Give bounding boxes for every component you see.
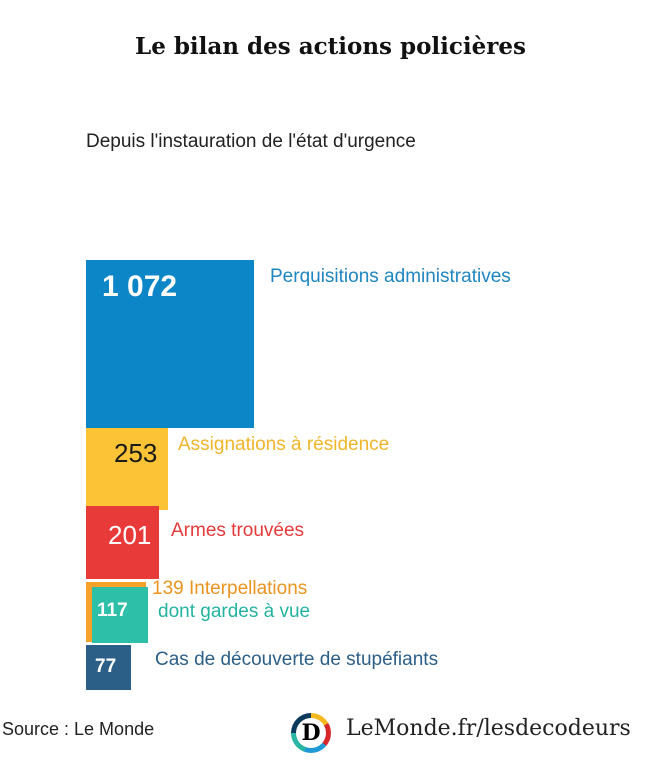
- bar-assignations-a-residence: [86, 428, 168, 510]
- value-label-assignations-a-residence: 253: [114, 438, 158, 468]
- category-label-assignations-a-residence: Assignations à résidence: [178, 434, 390, 455]
- bar-armes-trouvees: [86, 506, 159, 579]
- bar-dont-gardes-a-vue: [92, 587, 148, 643]
- category-label-dont-gardes-a-vue: dont gardes à vue: [158, 601, 311, 622]
- value-label-dont-gardes-a-vue: 117: [97, 600, 128, 621]
- chart-subtitle: Depuis l'instauration de l'état d'urgenc…: [86, 131, 416, 152]
- category-label-cas-de-decouverte-de-stupefiants: Cas de découverte de stupéfiants: [155, 649, 439, 670]
- decodeurs-logo-icon: D: [291, 713, 331, 753]
- chart-title: Le bilan des actions policières: [135, 33, 526, 60]
- category-label-armes-trouvees: Armes trouvées: [171, 520, 305, 541]
- category-label-perquisitions-administratives: Perquisitions administratives: [270, 266, 511, 287]
- value-label-perquisitions-administratives: 1 072: [102, 270, 178, 303]
- value-label-cas-de-decouverte-de-stupefiants: 77: [95, 656, 117, 677]
- category-label-139-interpellations: 139 Interpellations: [152, 578, 308, 599]
- bar-cas-de-decouverte-de-stupefiants: [86, 645, 131, 690]
- bar-perquisitions-administratives: [86, 260, 254, 428]
- value-label-armes-trouvees: 201: [108, 520, 152, 550]
- logo-letter: D: [296, 718, 326, 748]
- source-text: Source : Le Monde: [2, 719, 155, 739]
- brand-url: LeMonde.fr/lesdecodeurs: [346, 716, 631, 741]
